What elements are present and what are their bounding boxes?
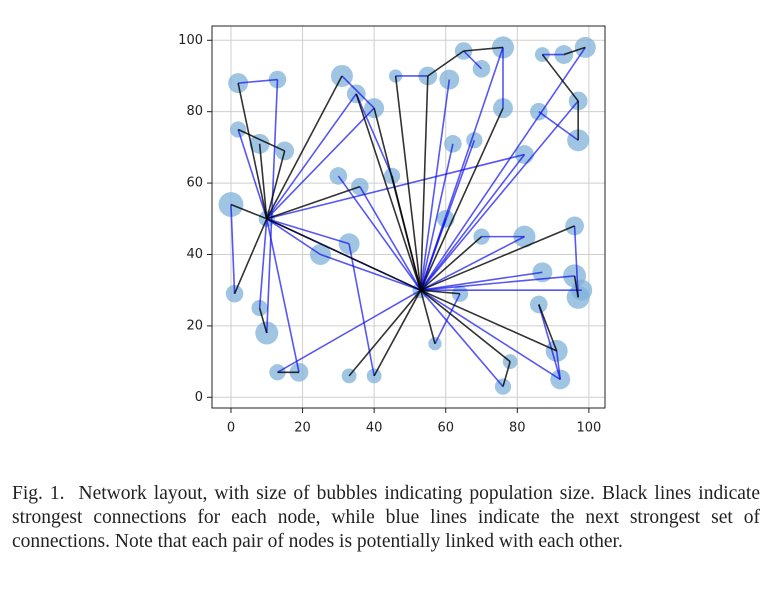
black-edge	[394, 75, 422, 291]
black-edge	[355, 93, 422, 291]
black-edge	[373, 107, 422, 291]
blue-edge	[463, 50, 483, 70]
blue-edge	[348, 243, 375, 377]
blue-edge	[230, 204, 236, 294]
black-edge	[541, 54, 579, 102]
black-edge	[266, 75, 343, 220]
blue-edge	[419, 218, 447, 291]
blue-edge	[258, 218, 268, 309]
black-edge	[258, 143, 268, 219]
caption-text: Network layout, with size of bubbles ind…	[12, 483, 760, 552]
blue-edge	[337, 175, 422, 291]
y-tick-label: 100	[178, 33, 203, 48]
blue-edge	[265, 218, 300, 373]
plot-frame	[211, 25, 606, 409]
blue-edge	[359, 186, 422, 291]
blue-edge	[266, 218, 350, 245]
blue-edge	[341, 75, 375, 109]
blue-edge	[420, 289, 504, 388]
blue-edge	[420, 275, 575, 291]
black-edge	[420, 289, 558, 352]
x-tick-label: 0	[227, 421, 235, 436]
black-edge	[427, 50, 465, 77]
black-edge	[502, 361, 511, 387]
blue-edge	[266, 93, 357, 220]
x-tick-label: 40	[366, 421, 383, 436]
black-edge	[420, 289, 461, 295]
black-edge	[230, 203, 268, 220]
blue-edge	[419, 143, 454, 291]
blue-edge	[420, 154, 526, 291]
blue-edge	[420, 235, 525, 291]
blue-edge	[573, 225, 579, 298]
black-edge	[348, 289, 422, 377]
blue-edge	[320, 253, 421, 291]
blue-edge	[538, 304, 562, 380]
black-edge	[265, 150, 286, 219]
blue-edge	[266, 218, 321, 256]
blue-edge	[420, 46, 586, 291]
blue-edge	[266, 107, 375, 220]
black-edge	[419, 107, 504, 291]
black-edge	[233, 218, 268, 295]
black-edge	[420, 289, 511, 363]
black-edge	[237, 82, 268, 219]
black-edge	[373, 289, 422, 377]
black-edge	[563, 46, 586, 56]
blue-edge	[277, 289, 422, 373]
y-tick-label: 20	[186, 318, 203, 333]
blue-edge	[434, 293, 461, 345]
blue-edge	[265, 79, 279, 334]
x-tick-label: 100	[576, 421, 601, 436]
blue-edge	[266, 153, 525, 220]
blue-edge	[420, 271, 543, 291]
blue-edge	[538, 111, 579, 141]
y-tick-label: 80	[186, 104, 203, 119]
x-tick-label: 80	[509, 421, 526, 436]
caption: Fig. 1. Network layout, with size of bubb…	[12, 482, 760, 554]
node-bubble	[466, 132, 483, 149]
y-tick-label: 0	[195, 390, 203, 405]
blue-edge	[419, 79, 451, 291]
black-edge	[420, 236, 483, 291]
blue-edge	[237, 129, 268, 220]
caption-label: Fig. 1.	[12, 483, 65, 504]
y-tick-label: 40	[186, 247, 203, 262]
black-edge	[266, 218, 422, 291]
black-edge	[573, 275, 579, 298]
blue-edge	[420, 100, 579, 291]
black-edge	[258, 307, 268, 334]
x-tick-label: 60	[437, 421, 454, 436]
black-edge	[463, 46, 504, 52]
chart: 0 20 40 60 80 100 0 20 40 60 80 100	[178, 25, 606, 436]
black-edge	[237, 128, 285, 152]
x-tick-label: 20	[294, 421, 311, 436]
blue-edge	[355, 93, 393, 177]
blue-edge	[238, 78, 278, 84]
black-edge	[419, 75, 429, 291]
black-edge	[538, 304, 558, 352]
black-edge	[419, 289, 436, 344]
black-edge	[266, 185, 361, 220]
black-edge	[420, 225, 575, 291]
blue-edge	[420, 289, 561, 381]
y-tick-label: 60	[186, 176, 203, 191]
